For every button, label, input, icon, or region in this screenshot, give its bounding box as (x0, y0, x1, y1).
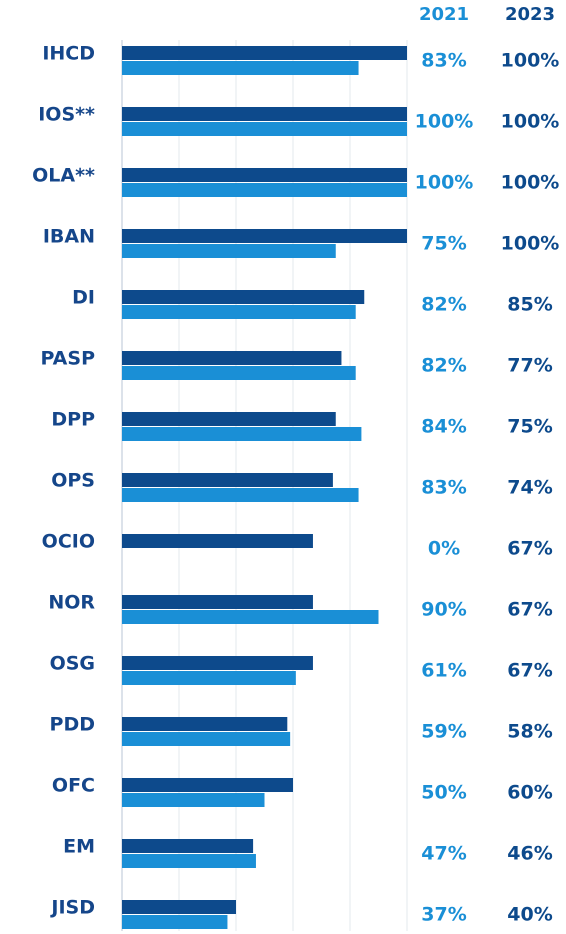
bar (122, 290, 365, 304)
bar (122, 351, 342, 365)
value-label: 67% (507, 660, 552, 682)
value-label: 100% (501, 233, 560, 255)
bar (122, 839, 254, 853)
value-label: 83% (421, 477, 466, 499)
bar (122, 366, 356, 380)
value-label: 82% (421, 355, 466, 377)
category-label: OPS (51, 470, 95, 492)
value-label: 100% (415, 111, 474, 133)
bar (122, 412, 336, 426)
bar (122, 183, 407, 197)
value-label: 61% (421, 660, 466, 682)
bar (122, 534, 313, 548)
value-label: 59% (421, 721, 466, 743)
bar (122, 900, 236, 914)
category-label: DPP (51, 409, 95, 431)
value-label: 0% (428, 538, 460, 560)
bar (122, 229, 407, 243)
value-label: 82% (421, 294, 466, 316)
category-label: JISD (49, 897, 95, 919)
bar (122, 46, 407, 60)
value-label: 83% (421, 50, 466, 72)
bar (122, 244, 336, 258)
category-label: NOR (48, 592, 95, 614)
bar (122, 671, 296, 685)
category-label: PASP (41, 348, 96, 370)
value-label: 100% (415, 172, 474, 194)
category-label: OFC (52, 775, 95, 797)
legend-label: 2023 (505, 4, 555, 25)
value-label: 75% (421, 233, 466, 255)
value-label: 50% (421, 782, 466, 804)
value-label: 37% (421, 904, 466, 926)
value-label: 75% (507, 416, 552, 438)
category-label: EM (63, 836, 95, 858)
bar (122, 610, 379, 624)
bar (122, 778, 293, 792)
value-label: 60% (507, 782, 552, 804)
bar (122, 595, 313, 609)
value-label: 77% (507, 355, 552, 377)
category-label: IOS** (38, 104, 95, 126)
value-label: 74% (507, 477, 552, 499)
value-label: 67% (507, 599, 552, 621)
bar (122, 168, 407, 182)
value-label: 85% (507, 294, 552, 316)
category-label: OSG (50, 653, 95, 675)
bar (122, 717, 288, 731)
bar (122, 107, 407, 121)
bar (122, 488, 359, 502)
bar (122, 732, 291, 746)
value-label: 40% (507, 904, 552, 926)
value-label: 58% (507, 721, 552, 743)
value-label: 100% (501, 172, 560, 194)
bar (122, 854, 256, 868)
bar (122, 793, 265, 807)
bar (122, 305, 356, 319)
category-label: IBAN (43, 226, 95, 248)
category-label: OLA** (32, 165, 95, 187)
category-label: PDD (50, 714, 95, 736)
bar (122, 427, 362, 441)
value-label: 90% (421, 599, 466, 621)
value-label: 46% (507, 843, 552, 865)
value-label: 47% (421, 843, 466, 865)
value-label: 100% (501, 111, 560, 133)
bar (122, 61, 359, 75)
category-label: IHCD (42, 43, 95, 65)
category-label: OCIO (42, 531, 95, 553)
value-label: 100% (501, 50, 560, 72)
bar (122, 122, 407, 136)
bar (122, 656, 313, 670)
category-label: DI (72, 287, 95, 309)
legend-label: 2021 (419, 4, 469, 25)
bar (122, 915, 228, 929)
value-label: 67% (507, 538, 552, 560)
bar (122, 473, 333, 487)
value-label: 84% (421, 416, 466, 438)
